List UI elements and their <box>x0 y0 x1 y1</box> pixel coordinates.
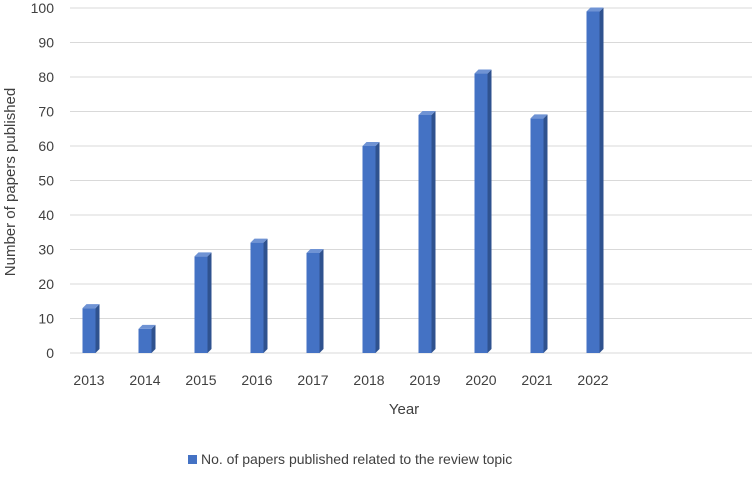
bar-top <box>418 110 436 115</box>
y-tick-label: 90 <box>38 35 54 51</box>
bar-top <box>194 252 212 257</box>
y-axis-ticks: 0 10 20 30 40 50 60 70 80 90 100 <box>31 0 55 361</box>
x-tick-label: 2021 <box>521 372 552 388</box>
bar-top <box>82 304 100 309</box>
x-tick-label: 2014 <box>129 372 160 388</box>
y-tick-label: 50 <box>38 173 54 189</box>
bar-2017 <box>306 248 324 353</box>
bar-front <box>586 11 600 353</box>
legend-label: No. of papers published related to the r… <box>201 451 512 467</box>
y-tick-label: 0 <box>46 345 54 361</box>
bar-2018 <box>362 142 380 353</box>
x-tick-label: 2013 <box>73 372 104 388</box>
x-tick-label: 2020 <box>465 372 496 388</box>
y-tick-label: 60 <box>38 138 54 154</box>
bar-front <box>138 328 152 353</box>
y-tick-label: 30 <box>38 242 54 258</box>
bar-top <box>138 324 156 329</box>
bar-2014 <box>138 324 156 353</box>
x-tick-label: 2016 <box>241 372 272 388</box>
bar-front <box>530 118 544 354</box>
x-tick-label: 2017 <box>297 372 328 388</box>
bar-2019 <box>418 110 436 353</box>
x-axis-ticks: 2013 2014 2015 2016 2017 2018 2019 2020 2021 2022 <box>73 372 608 388</box>
bar-front <box>418 114 432 353</box>
y-tick-label: 80 <box>38 69 54 85</box>
bar-front <box>250 242 264 353</box>
bar-front <box>474 73 488 354</box>
y-tick-label: 70 <box>38 104 54 120</box>
bar-top <box>474 69 492 74</box>
bar-top <box>362 142 380 146</box>
bar-front <box>82 308 96 353</box>
bar-2016 <box>250 238 268 353</box>
x-tick-label: 2015 <box>185 372 216 388</box>
bar-side <box>319 248 324 353</box>
bar-side <box>375 142 380 353</box>
legend: No. of papers published related to the r… <box>188 451 512 467</box>
bar-top <box>250 238 268 243</box>
x-axis-label: Year <box>389 401 419 418</box>
gridlines <box>70 7 752 354</box>
bar-side <box>543 114 548 354</box>
bar-2022 <box>586 7 604 353</box>
bar-front <box>306 252 320 353</box>
bars <box>82 7 604 354</box>
x-tick-label: 2019 <box>409 372 440 388</box>
y-tick-label: 40 <box>38 207 54 223</box>
y-tick-label: 10 <box>38 311 54 327</box>
bar-top <box>530 114 548 119</box>
y-axis-label: Number of papers published <box>2 88 19 276</box>
bar-2020 <box>474 69 492 354</box>
bar-top <box>306 248 324 253</box>
bar-side <box>207 252 212 353</box>
y-tick-label: 100 <box>31 0 55 16</box>
bar-2015 <box>194 252 212 353</box>
legend-swatch <box>188 455 197 464</box>
bar-2013 <box>82 304 100 353</box>
bar-2021 <box>530 114 548 354</box>
bar-front <box>194 256 208 353</box>
bar-side <box>151 324 156 353</box>
y-tick-label: 20 <box>38 276 54 292</box>
x-tick-label: 2022 <box>577 372 608 388</box>
bar-side <box>599 7 604 353</box>
bar-front <box>362 146 376 353</box>
x-tick-label: 2018 <box>353 372 384 388</box>
bar-side <box>263 238 268 353</box>
bar-side <box>487 69 492 354</box>
bar-side <box>95 304 100 353</box>
bar-top <box>586 7 604 12</box>
bar-side <box>431 110 436 353</box>
